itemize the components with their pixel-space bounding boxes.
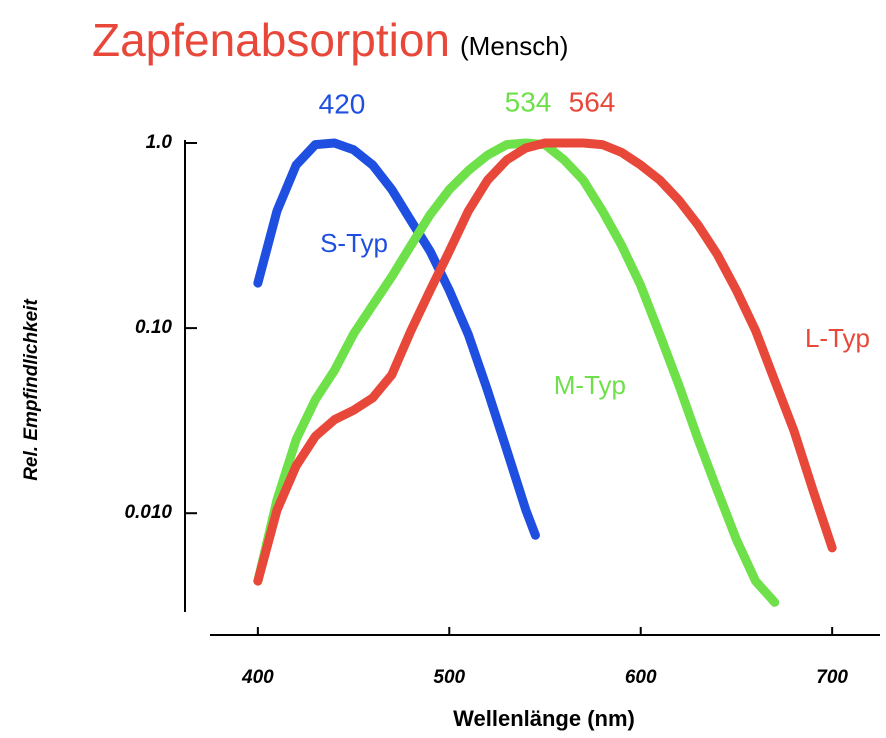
x-tick-label: 600 [625, 667, 657, 688]
peak-label: 420 [319, 88, 366, 119]
y-tick-label: 0.10 [135, 317, 172, 338]
series-label: L-Typ [805, 323, 870, 353]
y-tick-label: 0.010 [124, 502, 172, 523]
series-label: S-Typ [320, 228, 388, 258]
line [253, 138, 540, 540]
line [253, 138, 837, 586]
line [253, 138, 780, 607]
y-axis-label: Rel. Empfindlichkeit [21, 299, 42, 481]
x-axis-label: Wellenlänge (nm) [453, 706, 635, 731]
x-tick-label: 500 [433, 667, 465, 688]
chart-subtitle: (Mensch) [460, 31, 568, 61]
chart-title: Zapfenabsorption [92, 14, 450, 66]
x-tick-label: 400 [241, 667, 274, 688]
peak-label: 534 [505, 86, 552, 117]
peak-label: 564 [569, 86, 616, 117]
y-tick-label: 1.0 [146, 132, 173, 153]
x-tick-label: 700 [816, 667, 848, 688]
series-label: M-Typ [554, 370, 626, 400]
